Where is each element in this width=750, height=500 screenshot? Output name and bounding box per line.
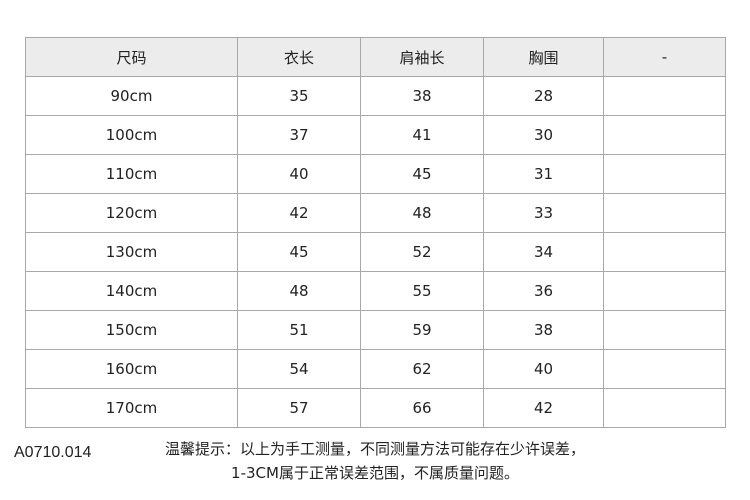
column-header: 尺码 [25,37,238,77]
table-cell: 66 [360,388,484,428]
table-cell: 140cm [25,271,238,311]
table-cell: 55 [360,271,484,311]
notice-line-1: 温馨提示：以上为手工测量，不同测量方法可能存在少许误差， [164,440,585,458]
table-cell: 150cm [25,310,238,350]
table-cell: 35 [237,76,361,116]
table-cell: 42 [237,193,361,233]
table-cell: 51 [237,310,361,350]
table-cell [603,310,726,350]
table-cell: 40 [483,349,604,389]
table-cell: 41 [360,115,484,155]
table-cell: 40 [237,154,361,194]
table-cell: 28 [483,76,604,116]
table-cell: 34 [483,232,604,272]
table-cell [603,349,726,389]
table-cell [603,388,726,428]
table-cell [603,76,726,116]
table-cell: 52 [360,232,484,272]
table-cell: 37 [237,115,361,155]
table-cell: 120cm [25,193,238,233]
table-row: 120cm 42 48 33 [25,193,726,233]
table-cell [603,271,726,311]
table-cell: 48 [237,271,361,311]
table-cell: 110cm [25,154,238,194]
table-cell: 160cm [25,349,238,389]
column-header: 胸围 [483,37,604,77]
table-row: 100cm 37 41 30 [25,115,726,155]
table-row: 150cm 51 59 38 [25,310,726,350]
table-cell: 130cm [25,232,238,272]
table-cell: 100cm [25,115,238,155]
column-header: 肩袖长 [360,37,484,77]
table-cell: 36 [483,271,604,311]
table-cell: 170cm [25,388,238,428]
table-cell [603,154,726,194]
table-cell [603,232,726,272]
table-cell: 30 [483,115,604,155]
table-cell: 42 [483,388,604,428]
table-row: 170cm 57 66 42 [25,388,726,428]
table-cell: 59 [360,310,484,350]
table-cell: 38 [483,310,604,350]
table-cell: 90cm [25,76,238,116]
table-row: 90cm 35 38 28 [25,76,726,116]
table-row: 160cm 54 62 40 [25,349,726,389]
table-header-row: 尺码 衣长 肩袖长 胸围 - [25,37,726,77]
table-cell [603,115,726,155]
notice-line-2: 1-3CM属于正常误差范围，不属质量问题。 [231,464,519,482]
column-header: 衣长 [237,37,361,77]
table-cell: 54 [237,349,361,389]
table-cell: 48 [360,193,484,233]
product-code: A0710.014 [14,444,92,461]
table-cell: 45 [360,154,484,194]
table-cell: 57 [237,388,361,428]
table-row: 140cm 48 55 36 [25,271,726,311]
table-cell: 45 [237,232,361,272]
table-row: 110cm 40 45 31 [25,154,726,194]
column-header: - [603,37,726,77]
size-chart-table: 尺码 衣长 肩袖长 胸围 - 90cm 35 38 28 100cm 37 41 30 110cm 40 4… [25,37,726,428]
table-cell [603,193,726,233]
table-cell: 38 [360,76,484,116]
table-cell: 31 [483,154,604,194]
table-row: 130cm 45 52 34 [25,232,726,272]
table-cell: 33 [483,193,604,233]
table-cell: 62 [360,349,484,389]
